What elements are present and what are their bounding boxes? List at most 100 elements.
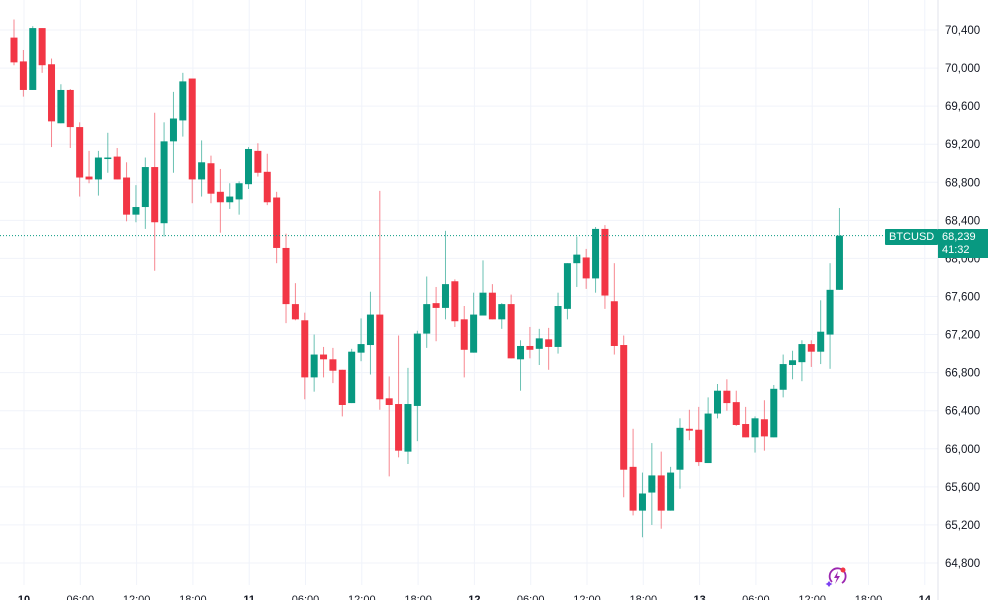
candle-up <box>423 304 431 334</box>
tradingview-lightning-icon[interactable] <box>824 566 850 588</box>
x-tick-label: 12:00 <box>123 594 151 600</box>
candle-down <box>76 127 84 178</box>
x-tick-label: 13 <box>693 594 705 600</box>
candle-down <box>432 303 440 308</box>
candle-up <box>648 475 656 493</box>
y-tick-label: 64,800 <box>945 558 980 570</box>
candle-down <box>629 466 637 511</box>
candle-up <box>348 351 356 404</box>
y-tick-label: 68,800 <box>945 177 980 189</box>
candle-up <box>310 354 318 378</box>
x-tick-label: 14 <box>919 594 932 600</box>
candle-up <box>226 196 234 203</box>
candle-down <box>807 344 815 352</box>
y-tick-label: 66,400 <box>945 406 980 418</box>
y-tick-label: 65,200 <box>945 520 980 532</box>
candle-down <box>320 354 328 360</box>
price-axis[interactable]: 70,40070,00069,60069,20068,80068,40068,0… <box>945 25 980 570</box>
candle-up <box>554 306 562 347</box>
candle-down <box>123 177 131 215</box>
candle-up <box>817 331 825 352</box>
candle-up <box>245 148 252 185</box>
candle-up <box>498 304 506 320</box>
y-tick-label: 68,400 <box>945 215 980 227</box>
x-tick-label: 18:00 <box>179 594 207 600</box>
candle-down <box>376 314 384 400</box>
candle-down <box>216 191 224 203</box>
candle-up <box>517 345 525 360</box>
candle-up <box>770 388 778 438</box>
candle-up <box>798 344 806 363</box>
candle-down <box>38 28 46 66</box>
candle-down <box>291 304 299 320</box>
y-tick-label: 65,600 <box>945 482 980 494</box>
bar-countdown: 41:32 <box>942 244 970 256</box>
candle-up <box>29 28 37 90</box>
candle-up <box>169 118 177 142</box>
candle-down <box>610 301 618 346</box>
y-tick-label: 69,200 <box>945 139 980 151</box>
candle-up <box>704 413 712 464</box>
candle-up <box>638 493 646 511</box>
candle-up <box>198 162 206 180</box>
y-tick-label: 66,800 <box>945 368 980 380</box>
candle-up <box>676 427 684 470</box>
time-axis[interactable]: 10 06:00 12:00 18:00 11 06:00 12:00 18:00 12 06:0… <box>18 594 932 600</box>
x-tick-label: 11 <box>243 594 255 600</box>
candle-down <box>282 247 290 305</box>
candle-down <box>582 257 590 279</box>
candle-up <box>141 167 149 208</box>
candle-up <box>235 183 243 200</box>
candle-down <box>488 292 496 320</box>
candle-down <box>385 398 393 405</box>
y-tick-label: 67,200 <box>945 330 980 342</box>
y-tick-label: 69,600 <box>945 101 980 113</box>
candle-down <box>601 228 609 296</box>
candle-down <box>732 402 740 425</box>
candle-down <box>620 345 628 470</box>
candle-down <box>19 61 27 90</box>
candle-down <box>254 150 262 173</box>
candle-up <box>470 314 478 353</box>
candle-down <box>10 37 18 63</box>
x-tick-label: 06:00 <box>292 594 320 600</box>
candle-down <box>526 345 534 350</box>
candle-down <box>760 419 768 437</box>
last-price: 68,239 <box>942 231 976 243</box>
candle-up <box>779 364 787 390</box>
candle-down <box>545 339 553 347</box>
candle-up <box>57 89 65 124</box>
candle-up <box>94 157 102 180</box>
candle-up <box>714 390 721 414</box>
candle-up <box>563 263 571 309</box>
candle-down <box>113 156 121 180</box>
last-price-box: 68,239 41:32 <box>938 229 988 258</box>
candle-up <box>535 338 543 349</box>
grid <box>0 0 939 600</box>
x-tick-label: 12:00 <box>798 594 826 600</box>
candle-down <box>742 424 750 438</box>
candle-up <box>413 333 421 406</box>
candle-up <box>179 81 187 121</box>
candle-up <box>104 157 112 160</box>
candle-up <box>751 418 759 438</box>
candle-up <box>357 344 365 353</box>
x-tick-label: 18:00 <box>404 594 432 600</box>
candle-up <box>592 228 600 279</box>
candle-up <box>441 284 449 308</box>
x-tick-label: 12:00 <box>348 594 376 600</box>
y-tick-label: 66,000 <box>945 444 980 456</box>
candle-down <box>395 404 403 451</box>
candles <box>10 19 843 538</box>
candle-up <box>835 235 843 290</box>
candle-down <box>151 167 159 223</box>
candle-up <box>132 207 140 215</box>
x-tick-label: 18:00 <box>855 594 883 600</box>
candle-down <box>188 78 196 180</box>
x-tick-label: 06:00 <box>67 594 95 600</box>
candle-down <box>207 163 215 194</box>
candle-down <box>273 197 281 248</box>
candle-down <box>723 390 731 404</box>
candle-up <box>404 404 412 452</box>
